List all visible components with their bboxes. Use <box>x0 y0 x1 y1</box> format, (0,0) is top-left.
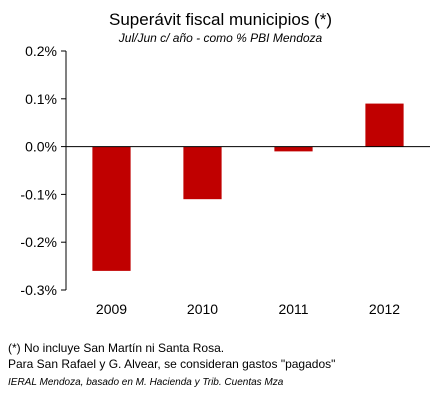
y-tick-label: 0.2% <box>25 43 57 59</box>
footnote-1: (*) No incluye San Martín ni Santa Rosa. <box>8 341 225 355</box>
bar <box>365 103 404 147</box>
y-tick-label: -0.2% <box>20 234 57 250</box>
x-tick-label: 2010 <box>187 301 218 317</box>
x-tick-label: 2011 <box>278 301 308 317</box>
source-note: IERAL Mendoza, basado en M. Hacienda y T… <box>8 377 284 388</box>
y-tick-label: 0.1% <box>25 91 57 107</box>
x-tick-label: 2009 <box>96 301 127 317</box>
x-tick-label: 2012 <box>369 301 400 317</box>
footnote-2: Para San Rafael y G. Alvear, se consider… <box>8 357 336 371</box>
y-tick-label: -0.3% <box>20 282 57 298</box>
chart-subtitle: Jul/Jun c/ año - como % PBI Mendoza <box>118 31 323 45</box>
chart-title: Superávit fiscal municipios (*) <box>109 10 332 29</box>
bar <box>92 146 131 271</box>
bar <box>274 146 313 152</box>
y-tick-label: -0.1% <box>20 186 57 202</box>
y-tick-label: 0.0% <box>25 139 57 155</box>
bar <box>183 146 222 200</box>
